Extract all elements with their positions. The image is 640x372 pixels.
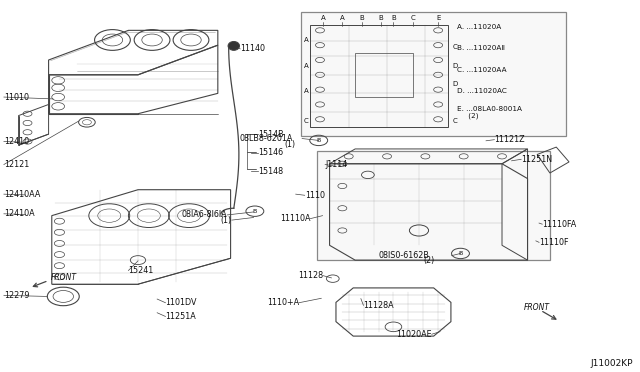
Text: E: E: [436, 16, 440, 22]
Text: FRONT: FRONT: [51, 273, 77, 282]
Text: 12279: 12279: [4, 291, 29, 300]
Text: B: B: [253, 209, 257, 214]
Text: J1114: J1114: [325, 160, 348, 169]
Text: (1): (1): [285, 140, 296, 149]
Text: B: B: [458, 251, 463, 256]
FancyBboxPatch shape: [301, 12, 566, 136]
Text: 11128: 11128: [298, 271, 323, 280]
Text: 1514B: 1514B: [258, 129, 284, 139]
Text: A: A: [303, 89, 308, 94]
Text: 08IS0-6162B: 08IS0-6162B: [379, 251, 430, 260]
Text: C: C: [303, 118, 308, 124]
Text: 11251N: 11251N: [521, 155, 552, 164]
Text: 11110A: 11110A: [280, 214, 310, 223]
Text: J11002KP: J11002KP: [591, 359, 633, 368]
Text: A: A: [303, 62, 308, 68]
Text: 12410AA: 12410AA: [4, 190, 40, 199]
Text: 11110FA: 11110FA: [542, 220, 577, 229]
Text: 1101DV: 1101DV: [166, 298, 197, 307]
Text: A: A: [321, 16, 326, 22]
Bar: [355, 52, 413, 97]
Text: A: A: [340, 16, 345, 22]
Text: 1110: 1110: [305, 191, 324, 200]
Text: B: B: [359, 16, 364, 22]
Text: (1): (1): [221, 216, 232, 225]
Text: C. ...11020AA: C. ...11020AA: [458, 67, 507, 73]
Text: C: C: [452, 118, 457, 124]
Text: D: D: [452, 62, 458, 68]
Text: 11251A: 11251A: [166, 312, 196, 321]
Text: 11020AE: 11020AE: [396, 330, 432, 339]
Text: 1110+A: 1110+A: [267, 298, 299, 307]
Text: A. ...11020A: A. ...11020A: [458, 24, 502, 30]
FancyBboxPatch shape: [317, 151, 550, 260]
Text: 08LB8-6201A: 08LB8-6201A: [240, 134, 293, 143]
Text: 15148: 15148: [258, 167, 283, 176]
Text: B: B: [317, 138, 321, 143]
Text: D: D: [452, 81, 458, 87]
Text: 15241: 15241: [129, 266, 154, 275]
Text: 12410: 12410: [4, 137, 29, 146]
Text: 11140: 11140: [240, 44, 265, 53]
Text: C: C: [410, 16, 415, 22]
Text: A: A: [303, 36, 308, 43]
Text: E. ...08LA0-8001A
     (2): E. ...08LA0-8001A (2): [458, 106, 522, 119]
Text: FRONT: FRONT: [524, 303, 550, 312]
Ellipse shape: [228, 41, 239, 50]
Text: 11128A: 11128A: [364, 301, 394, 310]
Text: 11010: 11010: [4, 93, 29, 102]
Text: 12410A: 12410A: [4, 209, 35, 218]
Text: D. ...11020AC: D. ...11020AC: [458, 88, 507, 94]
Text: 11121Z: 11121Z: [494, 135, 525, 144]
Text: C: C: [452, 44, 457, 50]
Text: B. ...11020AⅡ: B. ...11020AⅡ: [458, 45, 506, 51]
Text: 11110F: 11110F: [539, 238, 568, 247]
Text: B: B: [378, 16, 383, 22]
Text: 15146: 15146: [258, 148, 283, 157]
Text: B: B: [391, 16, 396, 22]
Text: 08IA6-8I6IA: 08IA6-8I6IA: [182, 211, 227, 219]
Text: (2): (2): [424, 256, 435, 265]
Text: 12121: 12121: [4, 160, 29, 169]
